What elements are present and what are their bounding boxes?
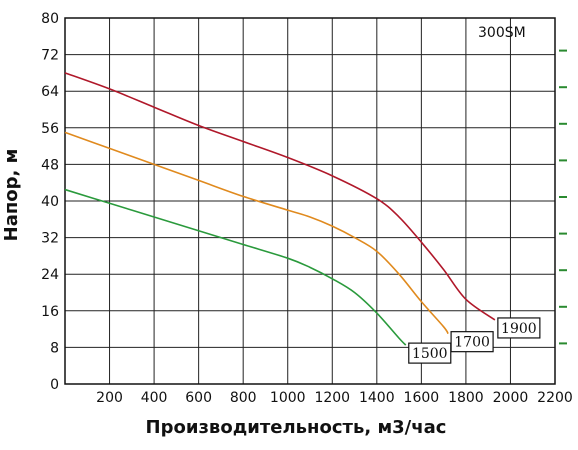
series-label-box-1900	[497, 317, 541, 339]
x-tick-label: 400	[141, 390, 168, 406]
x-tick-label: 1400	[359, 390, 395, 406]
y-tick-label: 16	[41, 304, 59, 320]
x-tick-label: 200	[96, 390, 123, 406]
x-tick-label: 1600	[404, 390, 440, 406]
x-tick-labels: 200 400 600 800 1000 1200 1400 1600 1800 2000 2200	[96, 390, 573, 406]
series-label-box-1500	[408, 342, 452, 364]
x-tick-label: 2000	[493, 390, 529, 406]
plot-frame	[64, 17, 556, 385]
series-line-1700	[64, 131, 449, 335]
series-line-1900	[64, 72, 496, 321]
y-tick-label: 24	[41, 267, 59, 283]
x-axis-label: Производительность, м3/час	[146, 417, 447, 438]
series-labels: 1900 1700 1500	[408, 317, 541, 364]
y-tick-label: 8	[50, 340, 59, 356]
x-tick-label: 1800	[448, 390, 484, 406]
x-tick-label: 600	[185, 390, 212, 406]
x-tick-label: 800	[230, 390, 257, 406]
model-label: 300SM	[478, 25, 526, 41]
y-tick-label: 72	[41, 48, 59, 64]
x-tick-label: 2200	[537, 390, 573, 406]
y-tick-label: 64	[41, 84, 59, 100]
y-tick-label: 40	[41, 194, 59, 210]
y-tick-label: 80	[41, 11, 59, 27]
series-label-1700: 1700	[454, 335, 490, 351]
x-tick-label: 1000	[270, 390, 306, 406]
right-markers	[559, 49, 567, 345]
chart-grid	[65, 17, 556, 385]
x-tick-label: 1200	[314, 390, 350, 406]
series-label-1500: 1500	[412, 346, 448, 362]
series-line-1500	[64, 188, 407, 346]
y-tick-label: 48	[41, 157, 59, 173]
y-tick-labels: 0 8 16 24 32 40 48 56 64 72 80	[41, 11, 59, 393]
y-tick-label: 32	[41, 231, 59, 247]
y-axis-label: Напор, м	[1, 149, 22, 242]
series-label-1900: 1900	[501, 321, 537, 337]
y-tick-label: 56	[41, 121, 59, 137]
series-group	[64, 72, 496, 346]
y-tick-label: 0	[50, 377, 59, 393]
series-label-box-1700	[450, 331, 494, 353]
